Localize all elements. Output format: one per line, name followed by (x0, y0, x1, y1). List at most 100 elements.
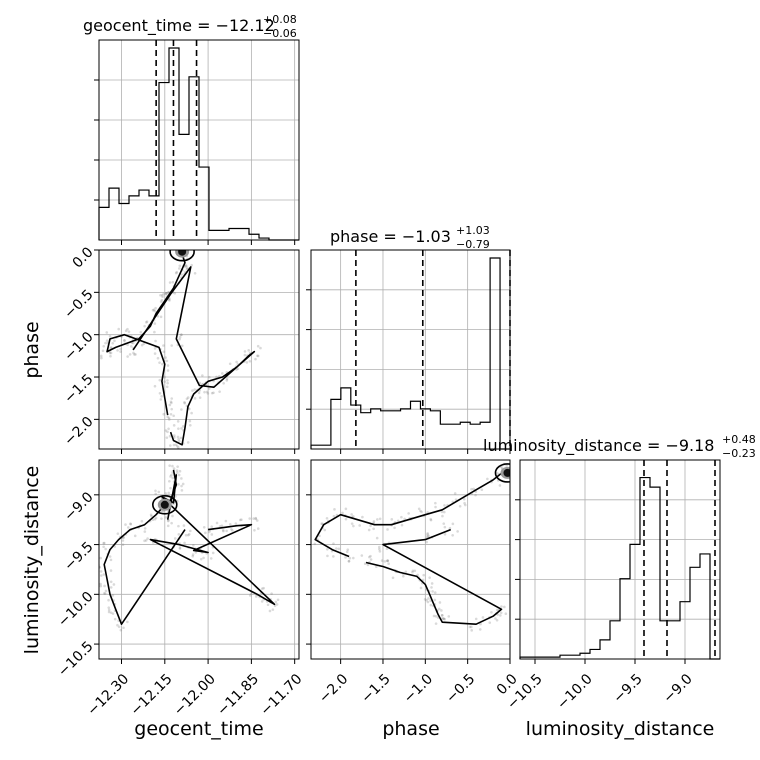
sample-dot (99, 582, 102, 586)
sample-dot (350, 513, 353, 516)
y-axis-label-luminosity-distance: luminosity_distance (21, 466, 43, 655)
sample-dot (183, 400, 186, 404)
sample-dot (126, 526, 130, 529)
sample-dot (167, 491, 171, 495)
title-luminosity-distance-minus: −0.23 (722, 447, 756, 460)
sample-dot (347, 559, 351, 563)
sample-dot (431, 590, 434, 593)
sample-dot (425, 540, 428, 544)
title-phase: phase = −1.03 (330, 227, 451, 246)
contour-fill-peak (503, 468, 510, 477)
contour-line-inner (152, 494, 178, 515)
sample-dot (185, 267, 189, 271)
sample-dot (168, 281, 172, 284)
sample-dot (153, 309, 157, 313)
sample-dot (443, 617, 446, 621)
sample-dot (165, 291, 168, 295)
sample-dot (427, 597, 430, 600)
y-tick-label-phase: −1.0 (61, 329, 96, 364)
sample-dot (164, 492, 168, 495)
sample-dot (440, 613, 444, 617)
sample-dot (413, 569, 417, 573)
sample-dot (143, 527, 147, 530)
panel-frame (519, 459, 721, 660)
sample-dot (121, 543, 125, 547)
y-tick-label-phase: −0.5 (61, 287, 96, 322)
sample-dot (434, 614, 438, 618)
sample-dot (474, 617, 478, 621)
sample-dot (391, 576, 395, 580)
sample-dot (167, 427, 170, 431)
sample-dot (248, 359, 252, 363)
sample-dot (168, 444, 172, 447)
sample-dot (228, 523, 232, 526)
sample-dot (411, 569, 415, 573)
sample-dot (407, 512, 410, 515)
sample-dot (167, 298, 171, 301)
sample-dot (143, 324, 146, 328)
sample-dot (225, 377, 229, 381)
sample-dot (178, 546, 182, 549)
sample-dot (210, 533, 214, 536)
sample-dot (430, 586, 433, 589)
title-luminosity-distance: luminosity_distance = −9.18 (483, 436, 714, 456)
sample-dot (102, 545, 105, 549)
sample-dot (224, 519, 228, 523)
gridlines (99, 460, 299, 659)
y-tick-label-phase: −1.5 (61, 371, 96, 406)
sample-dot (172, 436, 176, 439)
sample-dot (239, 518, 242, 522)
sample-dot (168, 434, 172, 438)
sample-dot (205, 390, 209, 394)
axis-labels: geocent_time phase luminosity_distance p… (21, 321, 714, 740)
sample-dot (178, 547, 182, 550)
panels: −12.30−12.15−12.00−11.85−11.70 −2.0 −1.5 −1… (55, 39, 721, 719)
sample-dot (167, 290, 170, 294)
sample-dot (358, 524, 361, 527)
sample-dot (175, 469, 179, 472)
sample-dot (116, 623, 119, 627)
sample-dot (158, 391, 162, 395)
sample-dot (109, 351, 113, 355)
sample-dot (181, 425, 185, 428)
sample-dot (169, 486, 172, 490)
sample-dot (256, 527, 260, 530)
sample-dot (344, 507, 348, 511)
sample-dot (162, 344, 165, 347)
sample-dot (218, 525, 222, 528)
sample-dot (369, 558, 373, 561)
sample-dot (206, 392, 210, 395)
sample-dot (140, 519, 144, 523)
sample-dot (124, 523, 127, 526)
sample-dot (159, 300, 163, 303)
contour-line-inner (494, 463, 510, 483)
sample-dot (183, 265, 187, 268)
sample-dot (369, 554, 372, 558)
sample-dot (188, 529, 192, 533)
sample-dot (203, 390, 206, 394)
sample-dot (376, 518, 379, 521)
contour-line (365, 528, 503, 625)
sample-dot (378, 550, 382, 553)
sample-dot (499, 611, 503, 615)
sample-dot (352, 515, 355, 518)
sample-dot (109, 586, 113, 589)
sample-dot (112, 583, 116, 586)
sample-dot (274, 600, 278, 604)
sample-dot (363, 562, 367, 566)
sample-dot (99, 570, 103, 573)
sample-dot (176, 420, 180, 423)
sample-dot (170, 407, 174, 411)
sample-dot (132, 351, 135, 355)
sample-dot (178, 335, 182, 339)
sample-dot (182, 524, 186, 527)
sample-dot (154, 489, 157, 493)
sample-dot (271, 608, 275, 611)
sample-dot (332, 542, 335, 545)
sample-dot (142, 342, 146, 346)
contour-line (149, 474, 276, 606)
sample-dot (168, 299, 171, 302)
sample-dot (222, 529, 225, 533)
sample-dot (172, 443, 176, 447)
y-tick-label-phase: 0.0 (70, 244, 97, 271)
